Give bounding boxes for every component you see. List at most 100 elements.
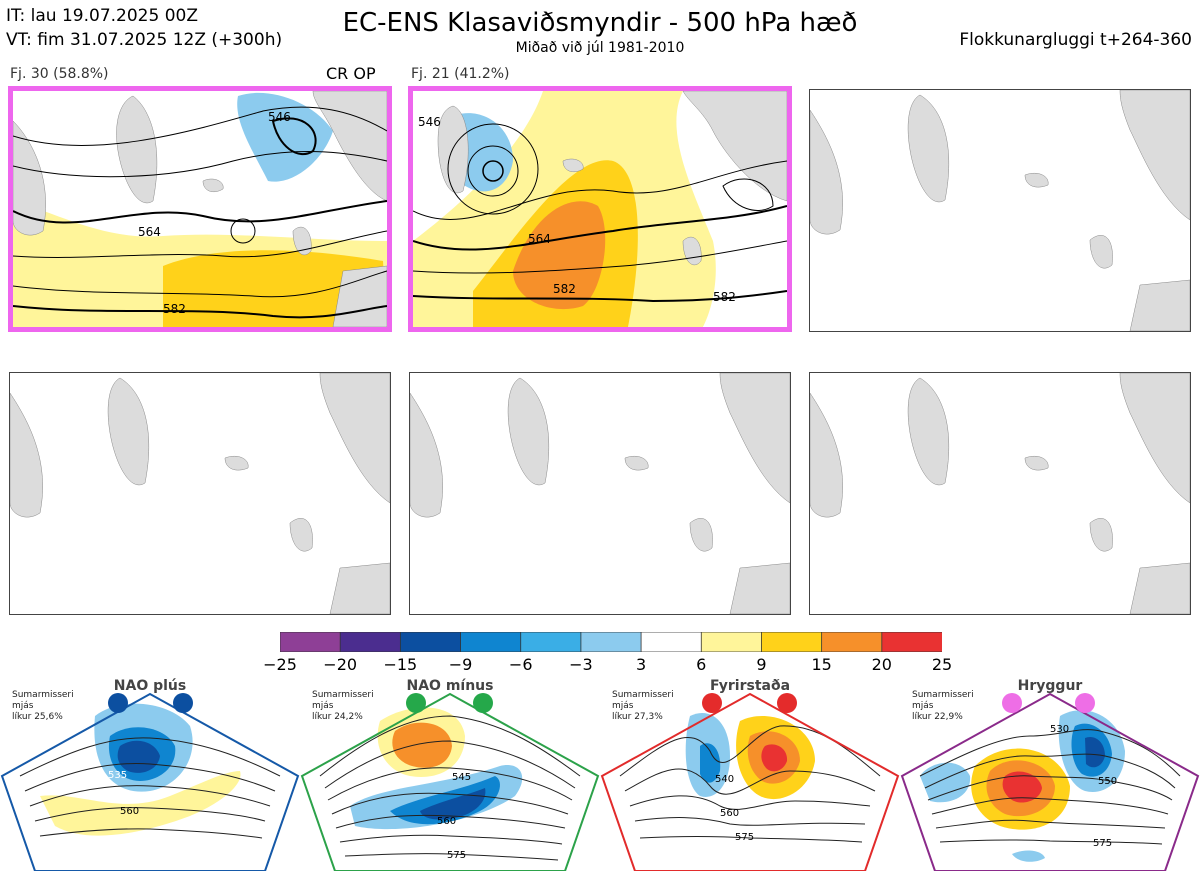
regime-freq: mjás xyxy=(312,701,334,711)
regime-info: Sumarmisseri mjás líkur 22,9% xyxy=(912,690,974,723)
contour-label: 546 xyxy=(268,110,291,124)
iceland xyxy=(562,158,584,172)
contour-label: 564 xyxy=(138,225,161,239)
colorbar-tick-label: 3 xyxy=(635,655,647,674)
regime-map: 535 560 xyxy=(0,692,300,871)
colorbar-tick-label: 9 xyxy=(756,655,767,674)
contour-label: 582 xyxy=(163,302,186,316)
base-map xyxy=(810,90,1190,331)
regime-season: Sumarmisseri xyxy=(612,690,674,700)
cluster-map-2: 546 564 582 582 xyxy=(413,91,787,327)
colorbar-tick-label: −25 xyxy=(263,655,297,674)
colorbar-swatch xyxy=(280,632,342,652)
iceland xyxy=(202,178,224,192)
regime-frame xyxy=(300,692,600,871)
regime-freq: mjás xyxy=(912,701,934,711)
regime-dot xyxy=(108,693,128,713)
contour-label: 582 xyxy=(553,282,576,296)
regime-dot xyxy=(173,693,193,713)
colorbar-swatch xyxy=(339,632,402,652)
height-contours xyxy=(13,106,387,319)
contour-label: 564 xyxy=(528,232,551,246)
colorbar-tick-label: −20 xyxy=(323,655,358,674)
contour-label: 560 xyxy=(720,808,739,819)
contour-label: 540 xyxy=(715,774,734,785)
contour-label: 530 xyxy=(1050,724,1069,735)
colorbar-tick-label: −9 xyxy=(448,655,473,674)
contour-label: 550 xyxy=(1098,776,1117,787)
regime-season: Sumarmisseri xyxy=(12,690,74,700)
regime-name: Fyrirstaða xyxy=(709,678,791,694)
cluster-panel-3[interactable] xyxy=(809,89,1191,332)
colorbar-swatch xyxy=(460,632,522,652)
colorbar-swatches xyxy=(280,632,942,652)
colorbar-swatch xyxy=(640,632,703,652)
contour-label: 546 xyxy=(418,115,441,129)
regime-name: NAO plús xyxy=(113,678,187,694)
colorbar-tick-label: −6 xyxy=(508,655,533,674)
panel-2-label: Fj. 21 (41.2%) xyxy=(411,66,510,82)
cluster-panel-1[interactable]: 546 564 582 xyxy=(8,86,392,332)
regime-nao-plus: 535 560 NAO plús Sumarmisseri mjás líkur… xyxy=(0,676,300,871)
regime-frame xyxy=(600,692,900,871)
cluster-panel-5[interactable] xyxy=(409,372,791,615)
colorbar-swatch xyxy=(580,632,642,652)
regime-frame xyxy=(900,692,1200,871)
init-time: IT: lau 19.07.2025 00Z xyxy=(6,6,198,26)
regime-dot xyxy=(473,693,493,713)
contour-label: 560 xyxy=(437,816,456,827)
contour-label: 575 xyxy=(735,832,754,843)
colorbar-tick-label: −3 xyxy=(569,655,593,674)
cluster-panel-4[interactable] xyxy=(9,372,391,615)
base-map xyxy=(810,373,1190,614)
regime-blocking: 540 560 575 Fyrirstaða Sumarmisseri mjás… xyxy=(600,676,900,871)
regime-season: Sumarmisseri xyxy=(912,690,974,700)
scandinavia xyxy=(312,91,387,202)
colorbar-swatch xyxy=(761,632,823,652)
regime-map: 530 550 575 xyxy=(900,692,1200,871)
greenland xyxy=(116,95,158,204)
canada xyxy=(13,120,46,236)
negative-anomaly xyxy=(237,92,333,182)
regime-prob: líkur 25,6% xyxy=(12,712,63,722)
page-subtitle: Miðað við júl 1981-2010 xyxy=(515,40,685,56)
colorbar-tick-label: 6 xyxy=(696,655,707,674)
regime-dot xyxy=(1002,693,1022,713)
colorbar-swatch xyxy=(881,632,942,652)
regime-dot xyxy=(1075,693,1095,713)
cluster-window: Flokkunargluggi t+264-360 xyxy=(959,30,1192,50)
regime-prob: líkur 24,2% xyxy=(312,712,363,722)
cluster-map-1: 546 564 582 xyxy=(13,91,387,327)
regime-prob: líkur 27,3% xyxy=(612,712,663,722)
colorbar-tick-label: −15 xyxy=(383,655,418,674)
contour-label: 560 xyxy=(120,806,139,817)
page-title: EC-ENS Klasaviðsmyndir - 500 hPa hæð xyxy=(342,8,858,38)
colorbar xyxy=(280,632,942,652)
regime-season: Sumarmisseri xyxy=(312,690,374,700)
colorbar-swatch xyxy=(520,632,582,652)
british-isles xyxy=(292,226,312,256)
regime-prob: líkur 22,9% xyxy=(912,712,963,722)
regime-name: Hryggur xyxy=(1017,678,1083,694)
cluster-panel-2[interactable]: 546 564 582 582 xyxy=(408,86,792,332)
colorbar-tick-label: 25 xyxy=(931,655,953,674)
height-contours xyxy=(413,123,787,303)
regime-freq: mjás xyxy=(12,701,34,711)
contour-label: 575 xyxy=(1093,838,1112,849)
colorbar-swatch xyxy=(399,632,462,652)
contour-label: 582 xyxy=(713,290,736,304)
regime-map: 545 560 575 xyxy=(300,692,600,871)
europe xyxy=(332,265,387,327)
regime-dot xyxy=(406,693,426,713)
scandinavia xyxy=(682,91,787,202)
regime-nao-minus: 545 560 575 NAO mínus Sumarmisseri mjás … xyxy=(300,676,600,871)
cluster-panel-6[interactable] xyxy=(809,372,1191,615)
colorbar-swatch xyxy=(700,632,763,652)
regime-name: NAO mínus xyxy=(406,678,494,694)
contour-label: 545 xyxy=(452,772,471,783)
regime-info: Sumarmisseri mjás líkur 27,3% xyxy=(612,690,674,723)
colorbar-tick-label: 20 xyxy=(871,655,892,674)
regime-dot xyxy=(777,693,797,713)
panel-1-tag: CR OP xyxy=(326,64,376,83)
regime-freq: mjás xyxy=(612,701,634,711)
